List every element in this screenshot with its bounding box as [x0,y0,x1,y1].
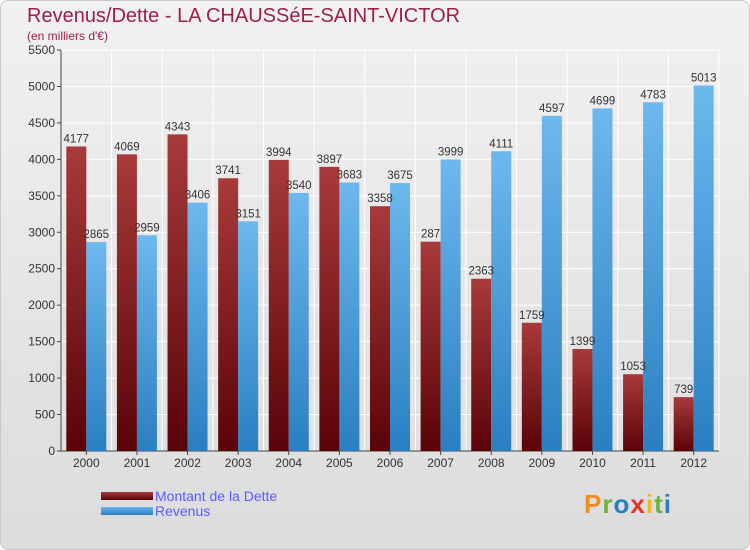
x-tick-label: 2008 [478,456,505,470]
data-label-dette: 287 [421,229,440,241]
x-tick-label: 2006 [377,456,404,470]
data-labels: 4177 2865 4069 2959 4343 3406 3741 3151 3994 3540… [64,73,717,397]
bar-revenus [339,182,360,451]
x-tick-label: 2012 [680,456,707,470]
data-label-revenus: 3540 [286,180,312,192]
y-tick-label: 3500 [28,189,55,203]
proxiti-logo: Proxiti [584,489,672,520]
data-label-dette: 3358 [367,193,393,205]
bar-revenus [491,151,512,451]
y-tick-label: 2000 [28,298,55,312]
data-label-revenus: 5013 [691,73,717,85]
data-label-revenus: 3683 [337,169,363,181]
y-tick-label: 1000 [28,371,55,385]
bar-revenus [440,159,461,452]
x-tick-label: 2000 [73,456,100,470]
data-label-revenus: 4699 [590,95,616,107]
bar-dette [370,206,390,451]
data-label-dette: 1053 [620,361,646,373]
data-label-revenus: 4597 [539,103,565,115]
legend-item-revenus: Revenus [101,502,277,519]
data-label-revenus: 2865 [84,229,110,241]
bar-dette [623,374,644,451]
y-tick-label: 1500 [28,335,55,349]
bar-dette [521,322,542,451]
data-label-dette: 3897 [317,154,343,166]
x-tick-label: 2001 [124,456,151,470]
bar-dette [572,349,593,451]
bar-revenus [390,183,410,452]
bar-revenus [643,102,664,451]
data-label-revenus: 3999 [438,146,464,158]
bar-revenus [288,192,309,451]
bar-dette [218,178,239,452]
bar-dette [167,134,188,451]
data-label-revenus: 4111 [489,138,513,150]
data-label-revenus: 4783 [640,89,666,101]
bar-dette [420,241,441,451]
x-tick-label: 2004 [275,456,302,470]
data-label-dette: 739 [674,384,693,396]
bar-dette [116,154,137,451]
data-label-dette: 4177 [64,133,90,145]
bar-dette [268,159,289,451]
bar-dette [319,166,340,451]
data-label-dette: 1759 [519,310,545,322]
legend-swatch-dette [101,491,153,500]
y-tick-label: 5000 [28,79,55,93]
data-label-revenus: 3406 [185,190,211,202]
x-tick-label: 2005 [326,456,353,470]
x-tick-label: 2007 [427,456,454,470]
x-tick-label: 2002 [174,456,201,470]
bar-revenus [86,242,107,451]
bar-dette [471,278,492,451]
chart-title: Revenus/Dette - LA CHAUSSéE-SAINT-VICTOR [27,5,461,27]
bar-revenus [541,115,562,451]
logo-letter: i [663,489,672,519]
y-tick-label: 3000 [28,225,55,239]
data-label-revenus: 3151 [235,208,261,220]
bar-revenus [187,202,208,451]
legend-label-revenus: Revenus [155,502,211,519]
data-label-dette: 3741 [215,165,241,177]
data-label-revenus: 2959 [134,222,160,234]
logo-letter: P [584,489,603,519]
data-label-dette: 2363 [468,266,494,278]
logo-letter: i [645,489,655,519]
logo-letter: x [630,489,646,519]
bar-revenus [136,235,157,451]
x-tick-label: 2003 [225,456,252,470]
y-tick-label: 4000 [28,152,55,166]
data-label-dette: 1399 [570,336,596,348]
chart-subtitle: (en milliers d'€) [27,29,108,43]
y-tick-label: 4500 [28,116,55,130]
x-tick-label: 2011 [630,456,656,470]
data-label-revenus: 3675 [387,170,413,182]
logo-letter: o [613,489,631,519]
data-label-dette: 4343 [165,121,191,133]
bar-dette [66,146,87,451]
legend: Montant de la Dette Revenus [101,487,278,519]
bar-revenus [238,221,259,451]
logo-letter: r [602,489,614,519]
y-tick-label: 2500 [28,262,55,276]
legend-swatch-revenus [101,506,153,515]
bar-revenus [693,85,714,452]
bars [66,85,714,452]
bar-dette [673,397,694,451]
bar-revenus [592,108,613,452]
x-tick-label: 2010 [579,456,606,470]
y-tick-label: 500 [35,408,55,422]
legend-item-dette: Montant de la Dette [101,487,278,504]
logo-letter: t [654,489,664,519]
y-tick-label: 0 [48,444,55,458]
x-tick-label: 2009 [528,456,555,470]
data-label-dette: 4069 [114,141,140,153]
legend-label-dette: Montant de la Dette [155,487,278,504]
data-label-dette: 3994 [266,147,292,159]
y-tick-label: 5500 [28,43,55,57]
